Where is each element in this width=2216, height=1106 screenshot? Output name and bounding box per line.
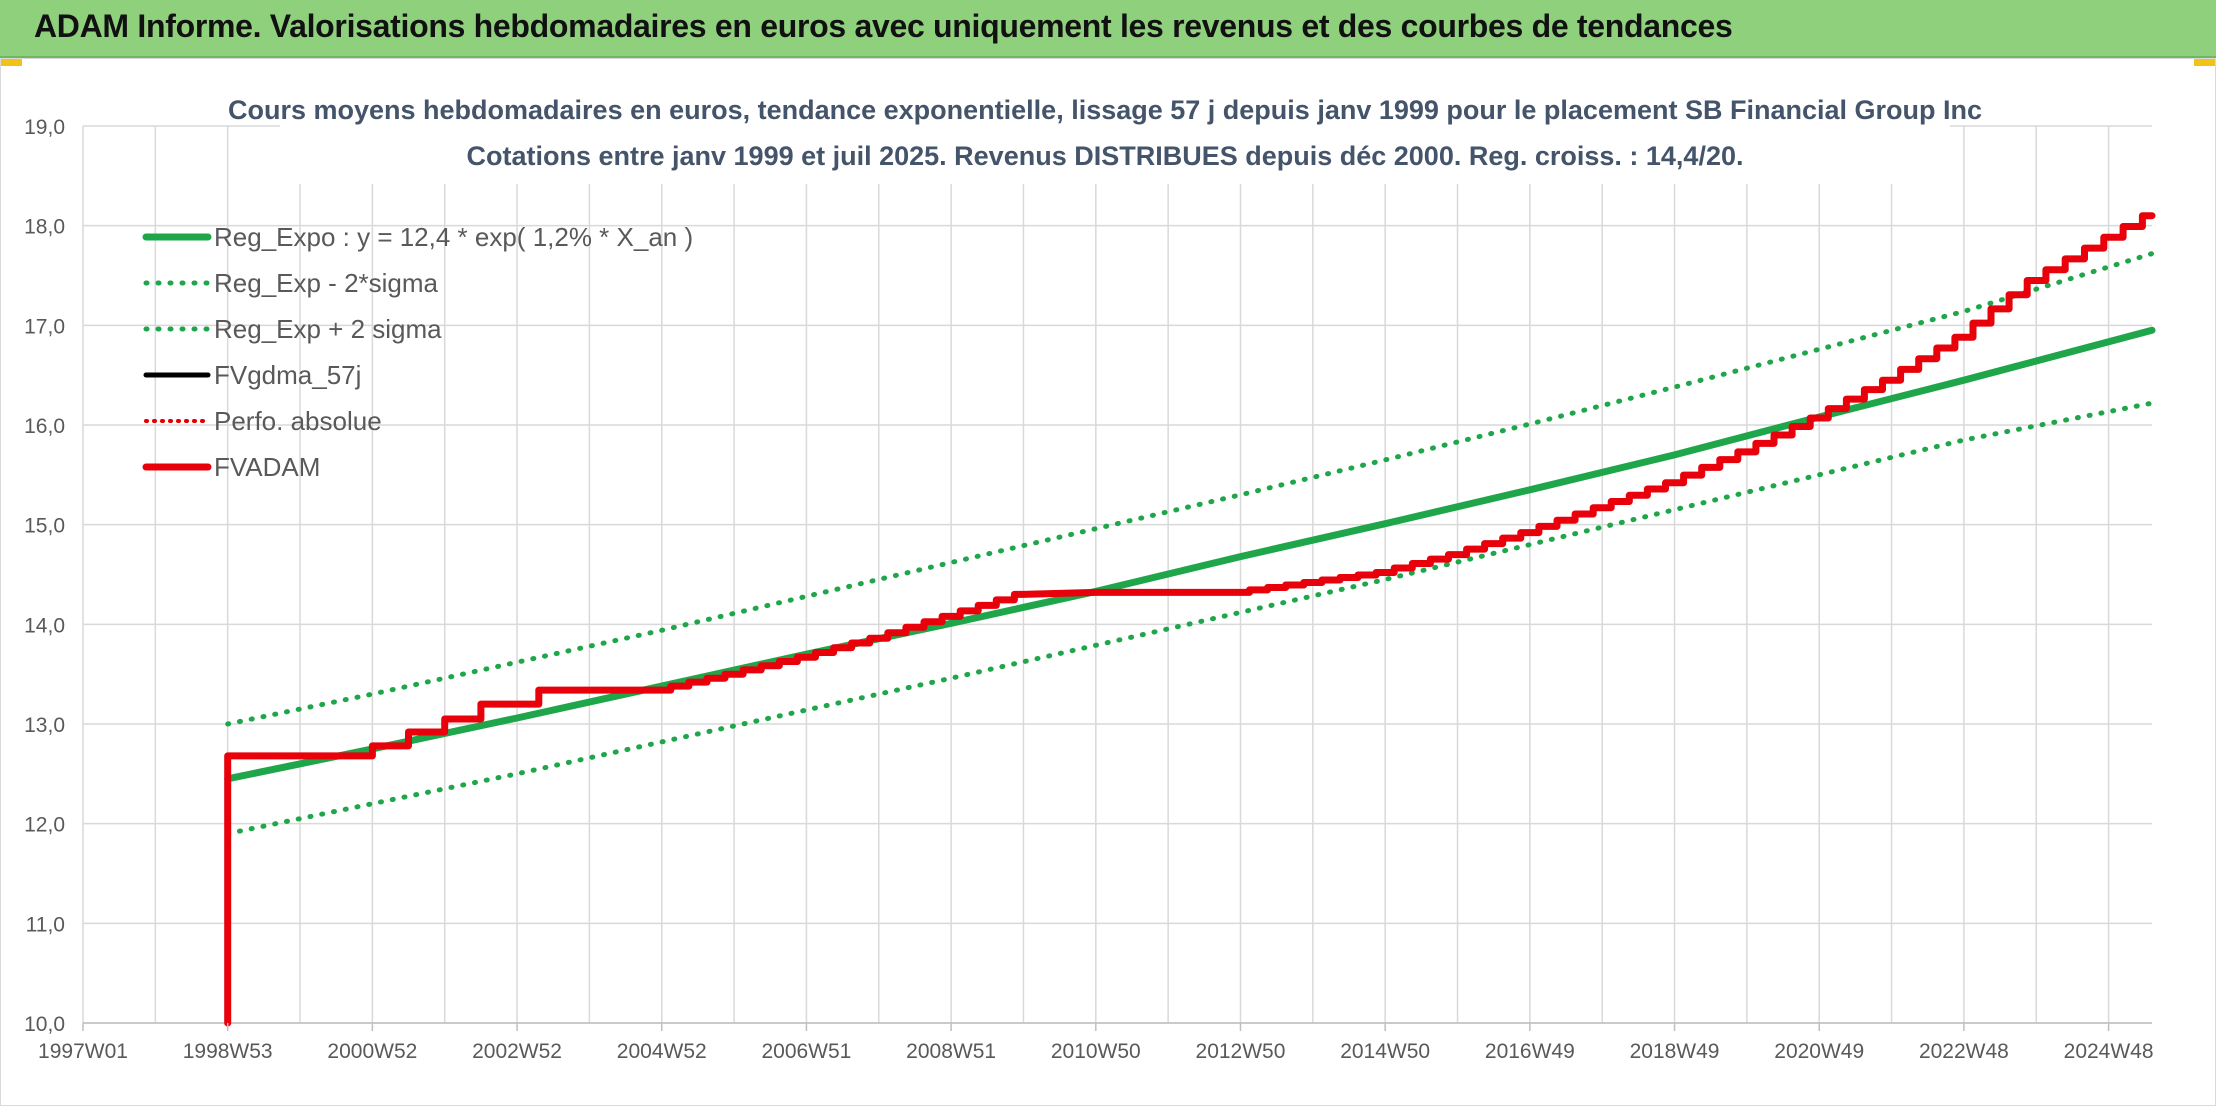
legend-label-fvgdma-57j-line: FVgdma_57j [214, 360, 361, 390]
y-tick-label: 15,0 [24, 515, 65, 538]
y-tick-label: 11,0 [26, 913, 65, 936]
reg-exp-plus-2sigma-line [225, 251, 2155, 727]
x-tick-label: 2006W51 [761, 1040, 851, 1063]
legend-label-reg-exp-minus-2sigma-line: Reg_Exp - 2*sigma [214, 268, 439, 298]
y-tick-label: 14,0 [24, 614, 65, 637]
legend-label-reg-expo-line: Reg_Expo : y = 12,4 * exp( 1,2% * X_an ) [214, 222, 693, 252]
fvadam-line [224, 212, 2156, 1027]
x-tick-label: 2008W51 [906, 1040, 996, 1063]
y-tick-label: 18,0 [24, 216, 65, 239]
legend-label-perfo-absolue-line: Perfo. absolue [214, 406, 382, 436]
y-tick-label: 17,0 [24, 315, 65, 338]
x-tick-label: 2000W52 [327, 1040, 417, 1063]
x-tick-label: 2020W49 [1774, 1040, 1864, 1063]
x-tick-label: 2022W48 [1919, 1040, 2009, 1063]
chart-title: Cours moyens hebdomadaires en euros, ten… [228, 95, 1982, 125]
x-tick-label: 1997W01 [38, 1040, 128, 1063]
y-tick-label: 13,0 [24, 714, 65, 737]
x-tick-label: 1998W53 [183, 1040, 273, 1063]
x-tick-label: 2016W49 [1485, 1040, 1575, 1063]
chart-title-background [280, 84, 1950, 184]
corner-mark-left [0, 58, 22, 66]
report-banner: ADAM Informe. Valorisations hebdomadaire… [0, 0, 2216, 58]
y-tick-label: 10,0 [24, 1013, 65, 1036]
x-tick-label: 2004W52 [617, 1040, 707, 1063]
y-tick-label: 16,0 [24, 415, 65, 438]
x-tick-label: 2024W48 [2064, 1040, 2154, 1063]
y-tick-label: 19,0 [24, 116, 65, 139]
series-layer [224, 212, 2156, 1027]
y-tick-label: 12,0 [24, 814, 65, 837]
chart-legend: Reg_Expo : y = 12,4 * exp( 1,2% * X_an )… [142, 222, 693, 482]
x-tick-label: 2014W50 [1340, 1040, 1430, 1063]
x-tick-label: 2012W50 [1196, 1040, 1286, 1063]
x-tick-label: 2010W50 [1051, 1040, 1141, 1063]
axis-layer: 10,0 11,0 12,0 13,0 14,0 15,0 16,0 17,0 18,0 19,0… [24, 116, 2153, 1063]
reg-exp-minus-2sigma-line [225, 400, 2155, 837]
legend-label-reg-exp-plus-2sigma-line: Reg_Exp + 2 sigma [214, 314, 442, 344]
legend-label-fvadam-line: FVADAM [214, 452, 320, 482]
x-tick-label: 2018W49 [1630, 1040, 1720, 1063]
corner-mark-right [2194, 58, 2216, 66]
report-title: ADAM Informe. Valorisations hebdomadaire… [34, 8, 1733, 44]
grid-layer [82, 125, 2152, 1024]
chart-subtitle: Cotations entre janv 1999 et juil 2025. … [466, 141, 1743, 171]
x-tick-label: 2002W52 [472, 1040, 562, 1063]
